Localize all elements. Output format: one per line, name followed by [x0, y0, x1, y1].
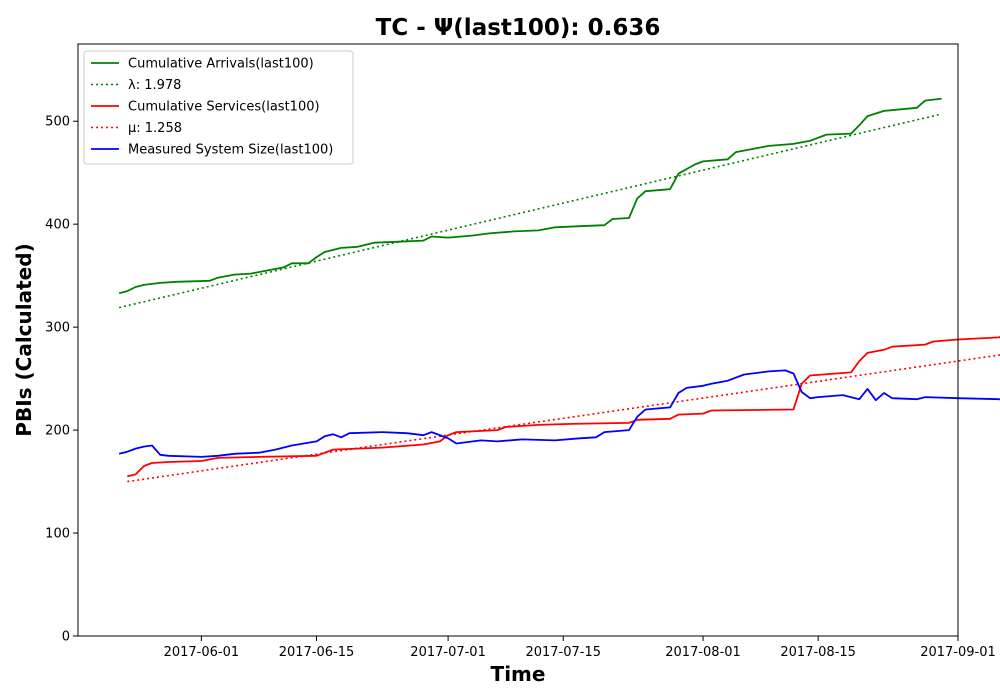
legend-label-2: λ: 1.978 [128, 78, 181, 93]
y-tick-label: 0 [62, 630, 70, 645]
legend-box [83, 50, 354, 165]
series-line-4-1-258 [127, 354, 1000, 483]
y-tick-label: 200 [45, 424, 70, 439]
y-tick-label: 300 [45, 321, 70, 336]
series-line-5-measured-system-size-last100 [118, 369, 1000, 458]
series-layer [118, 97, 1000, 483]
chart-title: TC - Ψ(last100): 0.636 [376, 15, 661, 41]
y-tick-label: 400 [45, 218, 70, 233]
y-tick-label: 100 [45, 527, 70, 542]
x-tick-label: 2017-08-01 [665, 645, 741, 660]
series-line-2-1-978 [118, 113, 942, 309]
x-tick-label: 2017-06-15 [279, 645, 355, 660]
legend-label-5: Measured System Size(last100) [128, 143, 333, 158]
y-axis-label: PBIs (Calculated) [12, 243, 36, 436]
x-tick-label: 2017-09-01 [920, 645, 996, 660]
y-tick-label: 500 [45, 115, 70, 130]
x-tick-label: 2017-07-01 [410, 645, 486, 660]
x-tick-label: 2017-07-15 [525, 645, 601, 660]
legend-label-3: Cumulative Services(last100) [128, 100, 320, 115]
x-tick-label: 2017-06-01 [164, 645, 240, 660]
legend: Cumulative Arrivals(last100) λ: 1.978 Cumu… [83, 50, 354, 165]
plot-frame [77, 43, 959, 637]
y-axis: 0 100 200 300 400 500 [45, 115, 78, 645]
series-line-1-cumulative-arrivals-last100 [118, 97, 942, 295]
x-tick-label: 2017-08-15 [780, 645, 856, 660]
legend-label-4: μ: 1.258 [128, 121, 182, 136]
x-axis: 2017-06-01 2017-06-15 2017-07-01 2017-07-15… [164, 636, 996, 660]
series-line-3-cumulative-services-last100 [127, 335, 1000, 478]
x-axis-label: Time [491, 662, 546, 686]
legend-label-1: Cumulative Arrivals(last100) [128, 57, 314, 72]
